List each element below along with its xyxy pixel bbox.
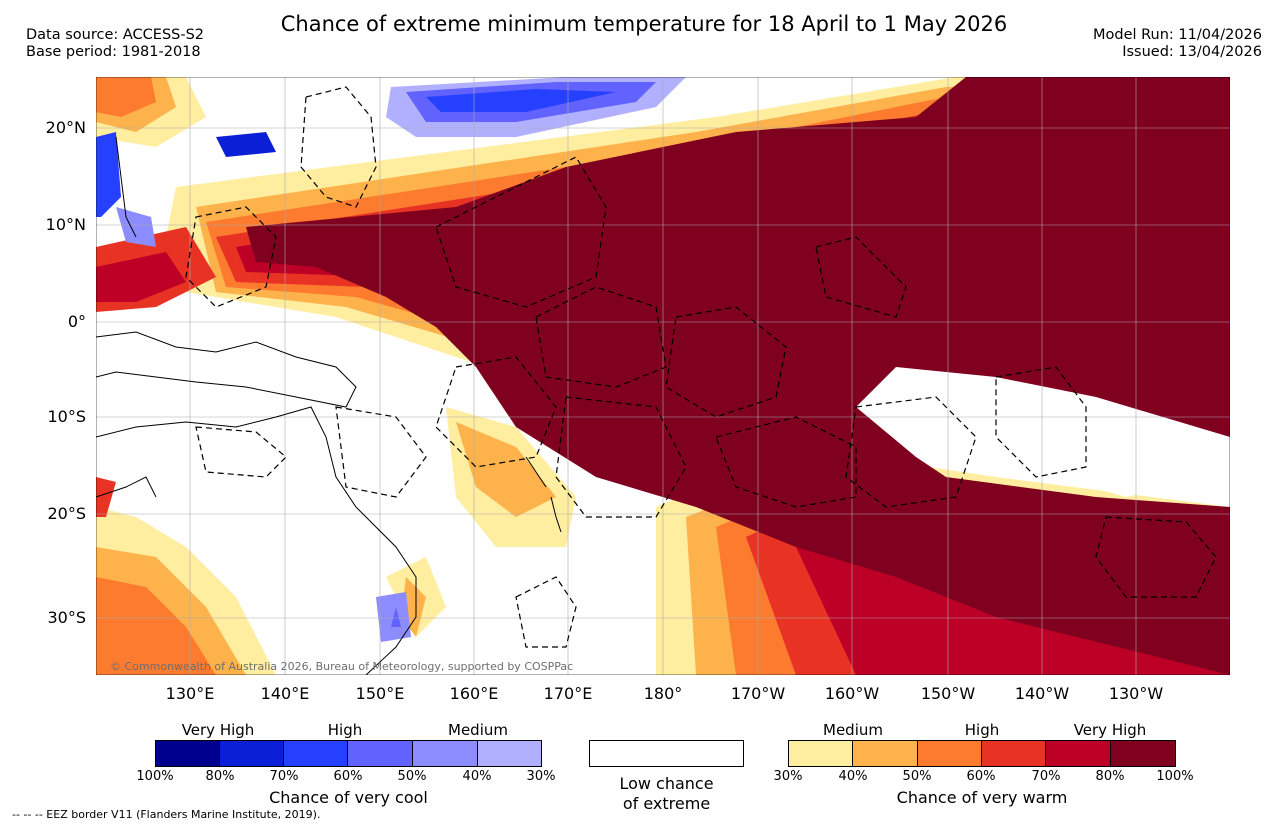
lon-label-160e: 160°E	[449, 684, 499, 703]
lon-label-150w: 150°W	[920, 684, 976, 703]
warm-swatch-80-100	[1110, 740, 1176, 767]
lon-label-170w: 170°W	[730, 684, 786, 703]
cool-tick: 30%	[526, 769, 556, 784]
lon-label-130e: 130°E	[165, 684, 215, 703]
cool-caption-high: High	[327, 721, 363, 739]
lat-label-20n: 20°N	[45, 118, 86, 137]
warm-max-regions	[246, 77, 1230, 675]
cool-tick: 100%	[136, 769, 174, 784]
warm-caption-very-high: Very High	[1073, 721, 1147, 739]
cool-tick: 50%	[397, 769, 427, 784]
forecast-map	[96, 77, 1230, 675]
cool-swatch-70-60	[283, 740, 348, 767]
lat-label-20s: 20°S	[47, 504, 86, 523]
cool-regions	[96, 77, 686, 642]
cool-swatch-50-40	[412, 740, 478, 767]
lon-label-150e: 150°E	[355, 684, 405, 703]
warm-legend-title: Chance of very warm	[896, 788, 1068, 807]
warm-swatch-30-40	[788, 740, 853, 767]
lat-label-30s: 30°S	[47, 608, 86, 627]
low-chance-label: Low chance of extreme	[589, 774, 744, 814]
low-chance-region	[976, 392, 1230, 497]
warm-swatch-70-80	[1045, 740, 1111, 767]
data-source: Data source: ACCESS-S2	[26, 27, 205, 43]
low-chance-line1: Low chance	[619, 774, 714, 793]
eez-footnote: -- -- -- EEZ border V11 (Flanders Marine…	[12, 808, 321, 821]
lon-label-160w: 160°W	[824, 684, 880, 703]
cool-caption-very-high: Very High	[181, 721, 255, 739]
cool-legend-title: Chance of very cool	[269, 788, 428, 807]
cool-caption-medium: Medium	[448, 721, 508, 739]
gridlines	[96, 77, 1230, 675]
warm-tick: 70%	[1031, 769, 1061, 784]
lon-label-170e: 170°E	[543, 684, 593, 703]
warm-tick: 50%	[902, 769, 932, 784]
cool-tick: 60%	[333, 769, 363, 784]
run-info: Model Run: 11/04/2026 Issued: 13/04/2026	[1093, 27, 1262, 61]
warm-tick: 30%	[773, 769, 803, 784]
warm-swatch-40-50	[852, 740, 918, 767]
lon-label-140e: 140°E	[260, 684, 310, 703]
low-chance-swatch	[589, 740, 744, 767]
cool-tick: 40%	[462, 769, 492, 784]
map-title: Chance of extreme minimum temperature fo…	[280, 12, 1008, 36]
cool-tick: 70%	[269, 769, 299, 784]
cool-swatch-100-80	[155, 740, 220, 767]
base-period: Base period: 1981-2018	[26, 44, 201, 60]
eez-borders	[185, 86, 1217, 648]
low-chance-line2: of extreme	[622, 794, 711, 813]
lon-label-140w: 140°W	[1014, 684, 1070, 703]
cool-swatch-60-50	[347, 740, 413, 767]
lon-label-130w: 130°W	[1108, 684, 1164, 703]
warm-tick: 100%	[1156, 769, 1194, 784]
cool-swatch-80-70	[219, 740, 284, 767]
lat-label-10s: 10°S	[47, 407, 86, 426]
warm-tick: 80%	[1095, 769, 1125, 784]
lat-label-10n: 10°N	[45, 215, 86, 234]
lat-label-0: 0°	[67, 312, 86, 331]
coastlines	[96, 136, 562, 675]
warm-tick: 40%	[838, 769, 868, 784]
warm-caption-high: High	[964, 721, 1000, 739]
issued-date: Issued: 13/04/2026	[1122, 44, 1262, 60]
warm-swatch-50-60	[917, 740, 982, 767]
cool-tick: 80%	[205, 769, 235, 784]
warm-caption-medium: Medium	[823, 721, 883, 739]
warm-swatch-60-70	[981, 740, 1046, 767]
warm-tick: 60%	[966, 769, 996, 784]
cool-swatch-40-30	[477, 740, 542, 767]
copyright-notice: © Commonwealth of Australia 2026, Bureau…	[110, 660, 574, 673]
lon-label-180: 180°	[643, 684, 683, 703]
model-run: Model Run: 11/04/2026	[1092, 27, 1262, 43]
data-source-info: Data source: ACCESS-S2 Base period: 1981…	[26, 27, 204, 61]
